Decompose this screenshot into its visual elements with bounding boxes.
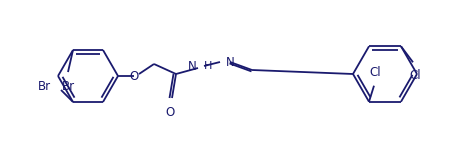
Text: O: O	[129, 70, 138, 83]
Text: Cl: Cl	[369, 66, 381, 79]
Text: O: O	[165, 106, 174, 119]
Text: H: H	[204, 61, 212, 71]
Text: Br: Br	[62, 80, 74, 93]
Text: Cl: Cl	[409, 69, 421, 82]
Text: N: N	[188, 59, 197, 73]
Text: N: N	[226, 56, 235, 68]
Text: Br: Br	[38, 80, 51, 93]
